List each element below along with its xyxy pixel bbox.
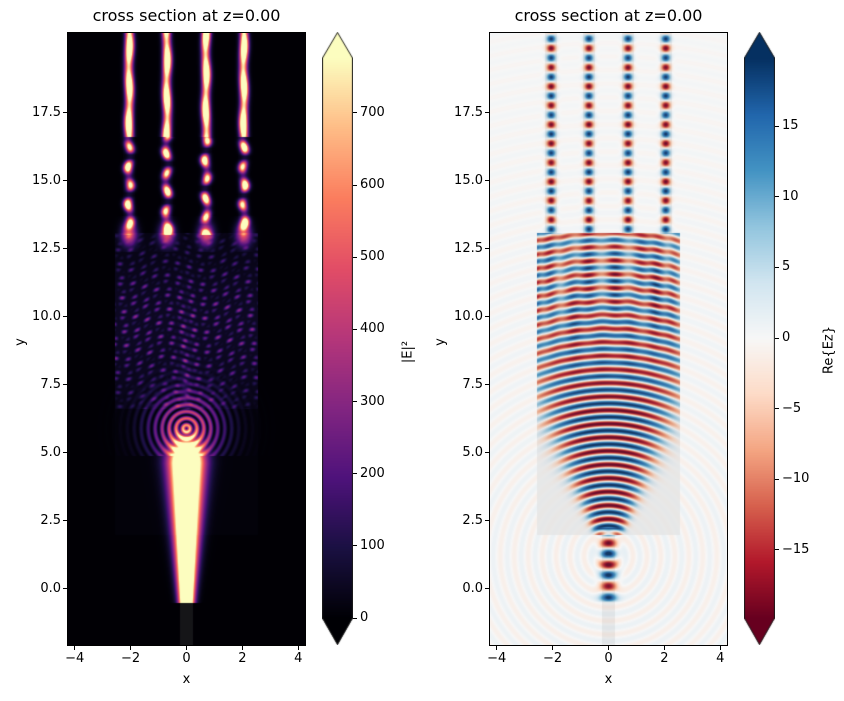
- left-colorbar-tick-mark: [353, 617, 357, 619]
- left-colorbar-tick-label: 600: [360, 177, 385, 192]
- left-y-tick-label: 15.0: [32, 172, 61, 188]
- left-y-tick-label: 5.0: [40, 444, 61, 460]
- left-colorbar-tick-label: 200: [360, 465, 385, 481]
- right-y-tick-mark: [485, 180, 489, 182]
- right-colorbar-label: Re{Ez}: [821, 325, 837, 375]
- left-y-tick-mark: [63, 248, 67, 250]
- left-x-tick-mark: [297, 646, 299, 650]
- left-colorbar-tick-mark: [353, 473, 357, 475]
- left-colorbar-tick-label: 300: [360, 393, 385, 409]
- right-colorbar-tick-label: −5: [782, 400, 802, 416]
- right-y-tick-mark: [485, 112, 489, 114]
- right-y-tick-label: 7.5: [462, 376, 483, 392]
- left-axes: [67, 32, 306, 646]
- right-colorbar-tick-mark: [775, 266, 779, 268]
- right-x-tick-label: 4: [716, 651, 725, 666]
- right-axes: [489, 32, 728, 646]
- right-colorbar-tick-mark: [775, 408, 779, 410]
- left-colorbar-tick-mark: [353, 112, 357, 114]
- right-x-tick-mark: [496, 646, 498, 650]
- left-colorbar-tick-mark: [353, 545, 357, 547]
- left-colorbar-tick-mark: [353, 328, 357, 330]
- right-x-tick-label: −4: [487, 651, 507, 666]
- left-y-tick-mark: [63, 112, 67, 114]
- left-colorbar-label: |E|²: [400, 340, 416, 364]
- intensity-colorbar-canvas: [322, 32, 353, 645]
- left-x-tick-label: 2: [238, 651, 247, 666]
- left-x-tick-mark: [241, 646, 243, 650]
- right-y-tick-mark: [485, 248, 489, 250]
- right-x-tick-mark: [719, 646, 721, 650]
- right-colorbar-tick-label: 15: [782, 118, 799, 134]
- left-y-tick-label: 10.0: [32, 308, 61, 324]
- right-y-tick-mark: [485, 452, 489, 454]
- intensity-heatmap-canvas: [68, 33, 305, 645]
- left-y-tick-mark: [63, 520, 67, 522]
- left-x-tick-mark: [74, 646, 76, 650]
- right-x-tick-mark: [608, 646, 609, 650]
- left-colorbar-tick-mark: [353, 401, 357, 402]
- right-x-axis-label: x: [604, 672, 613, 687]
- left-y-tick-label: 12.5: [32, 240, 61, 256]
- right-y-tick-mark: [485, 384, 489, 386]
- left-colorbar-tick-mark: [353, 256, 357, 258]
- right-y-tick-label: 10.0: [454, 308, 483, 324]
- left-y-tick-mark: [63, 452, 67, 454]
- field-heatmap-canvas: [490, 33, 727, 645]
- right-colorbar-tick-mark: [775, 125, 779, 127]
- right-y-tick-mark: [485, 520, 489, 522]
- right-colorbar-tick-label: 0: [782, 330, 791, 345]
- left-colorbar-tick-mark: [353, 184, 357, 186]
- left-y-tick-mark: [63, 588, 67, 590]
- left-x-tick-mark: [186, 646, 187, 650]
- right-y-tick-label: 5.0: [462, 444, 483, 460]
- left-colorbar-tick-label: 500: [360, 249, 385, 265]
- right-colorbar-tick-label: −10: [782, 471, 810, 487]
- left-plot-title: cross section at z=0.00: [92, 6, 281, 25]
- left-colorbar-tick-label: 400: [360, 321, 385, 337]
- right-x-tick-label: 2: [660, 651, 669, 666]
- left-y-axis-label: y: [13, 338, 28, 346]
- right-y-axis-label: y: [433, 338, 448, 346]
- right-y-tick-mark: [485, 588, 489, 590]
- right-colorbar-tick-mark: [775, 478, 779, 480]
- left-y-tick-label: 0.0: [40, 580, 61, 596]
- right-x-tick-label: 0: [604, 651, 613, 666]
- right-y-tick-label: 15.0: [454, 172, 483, 188]
- right-y-tick-label: 12.5: [454, 240, 483, 256]
- left-colorbar-tick-label: 0: [360, 610, 369, 625]
- left-x-tick-label: −2: [121, 651, 141, 666]
- left-x-tick-label: −4: [65, 651, 85, 666]
- left-colorbar: [322, 32, 353, 649]
- right-colorbar-tick-mark: [775, 549, 779, 551]
- right-colorbar-tick-label: 10: [782, 188, 799, 204]
- left-x-tick-label: 4: [294, 651, 303, 666]
- left-y-tick-label: 17.5: [32, 104, 61, 120]
- field-colorbar-canvas: [744, 32, 775, 645]
- left-y-tick-label: 7.5: [40, 376, 61, 392]
- right-colorbar-tick-label: −15: [782, 541, 810, 557]
- right-colorbar-tick-mark: [775, 196, 779, 198]
- right-colorbar: [744, 32, 775, 649]
- right-plot-title: cross section at z=0.00: [514, 6, 703, 25]
- right-x-tick-mark: [663, 646, 665, 650]
- left-y-tick-label: 2.5: [40, 512, 61, 528]
- right-y-tick-label: 17.5: [454, 104, 483, 120]
- left-x-axis-label: x: [182, 672, 191, 687]
- right-y-tick-label: 0.0: [462, 580, 483, 596]
- left-y-tick-mark: [63, 384, 67, 386]
- left-colorbar-tick-label: 700: [360, 104, 385, 120]
- right-y-tick-label: 2.5: [462, 512, 483, 528]
- left-y-tick-mark: [63, 316, 67, 318]
- right-y-tick-mark: [485, 316, 489, 318]
- left-x-tick-label: 0: [182, 651, 191, 666]
- right-colorbar-tick-label: 5: [782, 259, 791, 275]
- left-y-tick-mark: [63, 180, 67, 182]
- right-x-tick-label: −2: [543, 651, 563, 666]
- left-colorbar-tick-label: 100: [360, 537, 385, 553]
- left-x-tick-mark: [130, 646, 132, 650]
- right-x-tick-mark: [552, 646, 554, 650]
- right-colorbar-tick-mark: [775, 337, 779, 339]
